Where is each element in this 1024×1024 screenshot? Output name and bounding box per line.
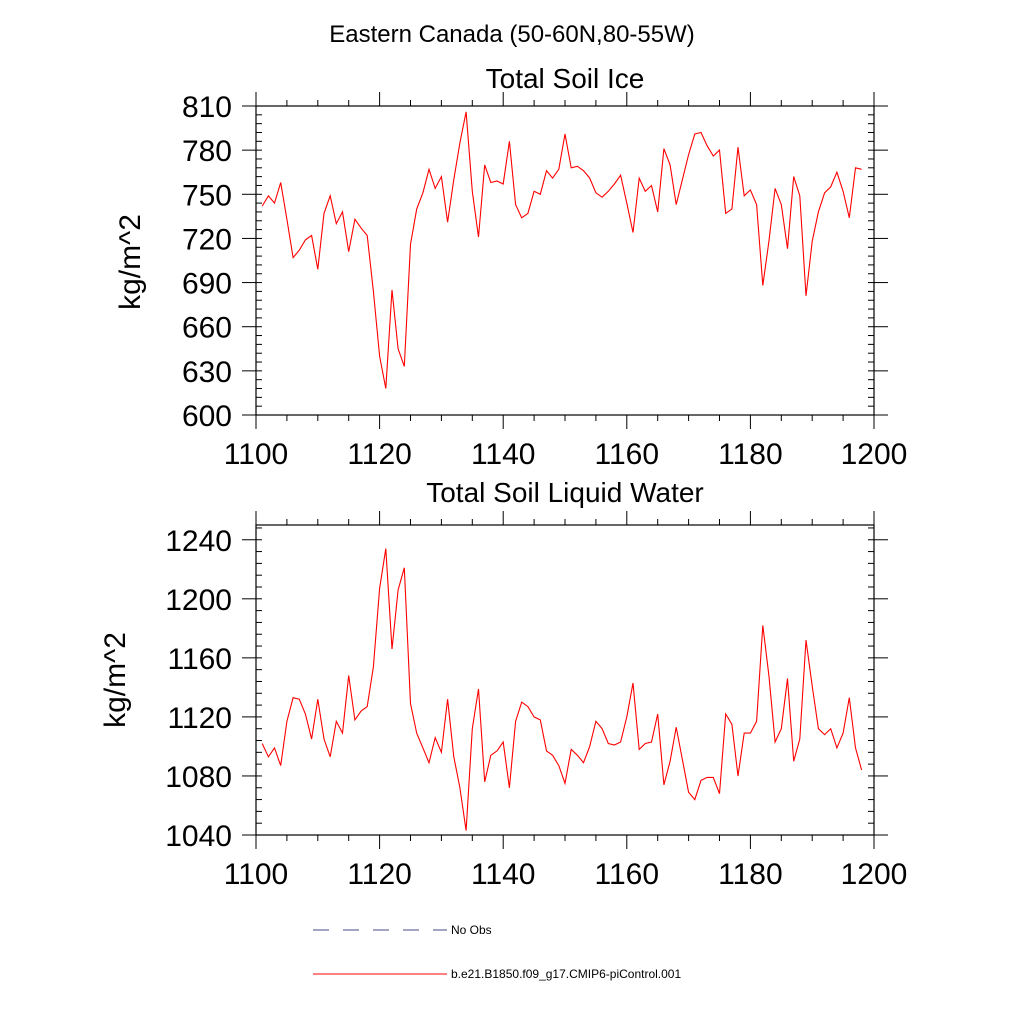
axis-ticks-soil-liquid: 1100 1120 1140 1160 1180 1200 1040 1080 1120 1160… xyxy=(165,511,907,891)
y-tick-label: 630 xyxy=(182,356,232,389)
series-line xyxy=(261,111,862,389)
x-tick-label: 1140 xyxy=(471,858,536,891)
x-tick-label: 1140 xyxy=(471,438,536,471)
series-group-soil-ice xyxy=(261,111,862,389)
axis-ticks-soil-ice: 1100 1120 1140 1160 1180 1200 600 630 660 690 720 7… xyxy=(182,91,907,471)
panel-title-soil-ice: Total Soil Ice xyxy=(486,63,645,94)
x-tick-label: 1120 xyxy=(347,858,412,891)
x-tick-label: 1160 xyxy=(595,858,660,891)
y-tick-label: 690 xyxy=(182,268,232,301)
plot-frame-soil-liquid xyxy=(255,524,875,836)
y-tick-label: 810 xyxy=(182,91,232,124)
panel-title-soil-liquid: Total Soil Liquid Water xyxy=(426,477,704,508)
series-line xyxy=(261,548,863,831)
legend-label-no-obs: No Obs xyxy=(451,923,492,937)
figure-title: Eastern Canada (50-60N,80-55W) xyxy=(329,21,695,48)
y-tick-label: 1160 xyxy=(167,643,232,676)
x-tick-label: 1100 xyxy=(224,858,289,891)
y-tick-label: 1040 xyxy=(165,820,232,853)
y-tick-label: 780 xyxy=(182,135,232,168)
x-tick-label: 1180 xyxy=(718,858,783,891)
y-tick-label: 720 xyxy=(182,223,232,256)
x-tick-label: 1120 xyxy=(347,438,412,471)
y-tick-label: 1080 xyxy=(165,761,232,794)
x-tick-label: 1200 xyxy=(841,858,908,891)
y-tick-label: 1120 xyxy=(167,702,232,735)
y-tick-label: 660 xyxy=(182,312,232,345)
y-axis-label-soil-liquid: kg/m^2 xyxy=(99,632,132,728)
legend-item-model: b.e21.B1850.f09_g17.CMIP6-piControl.001 xyxy=(313,967,681,981)
x-tick-label: 1100 xyxy=(224,438,289,471)
y-tick-label: 1240 xyxy=(165,525,232,558)
x-tick-label: 1180 xyxy=(718,438,783,471)
x-tick-label: 1160 xyxy=(595,438,660,471)
panel-total-soil-ice: Total Soil Ice kg/m^2 1100 1120 1140 1160 11… xyxy=(114,63,907,471)
y-tick-label: 1200 xyxy=(165,584,232,617)
x-tick-label: 1200 xyxy=(841,438,908,471)
y-axis-label-soil-ice: kg/m^2 xyxy=(114,214,147,310)
legend-label-model: b.e21.B1850.f09_g17.CMIP6-piControl.001 xyxy=(451,967,681,981)
y-tick-label: 750 xyxy=(182,179,232,212)
legend-item-no-obs: No Obs xyxy=(313,923,492,937)
plot-frame-soil-ice xyxy=(255,105,875,416)
panel-total-soil-liquid-water: Total Soil Liquid Water kg/m^2 1100 1120 1… xyxy=(99,477,907,891)
series-group-soil-liquid xyxy=(261,548,863,831)
legend: No Obs b.e21.B1850.f09_g17.CMIP6-piContr… xyxy=(313,923,681,981)
y-tick-label: 600 xyxy=(182,400,232,433)
